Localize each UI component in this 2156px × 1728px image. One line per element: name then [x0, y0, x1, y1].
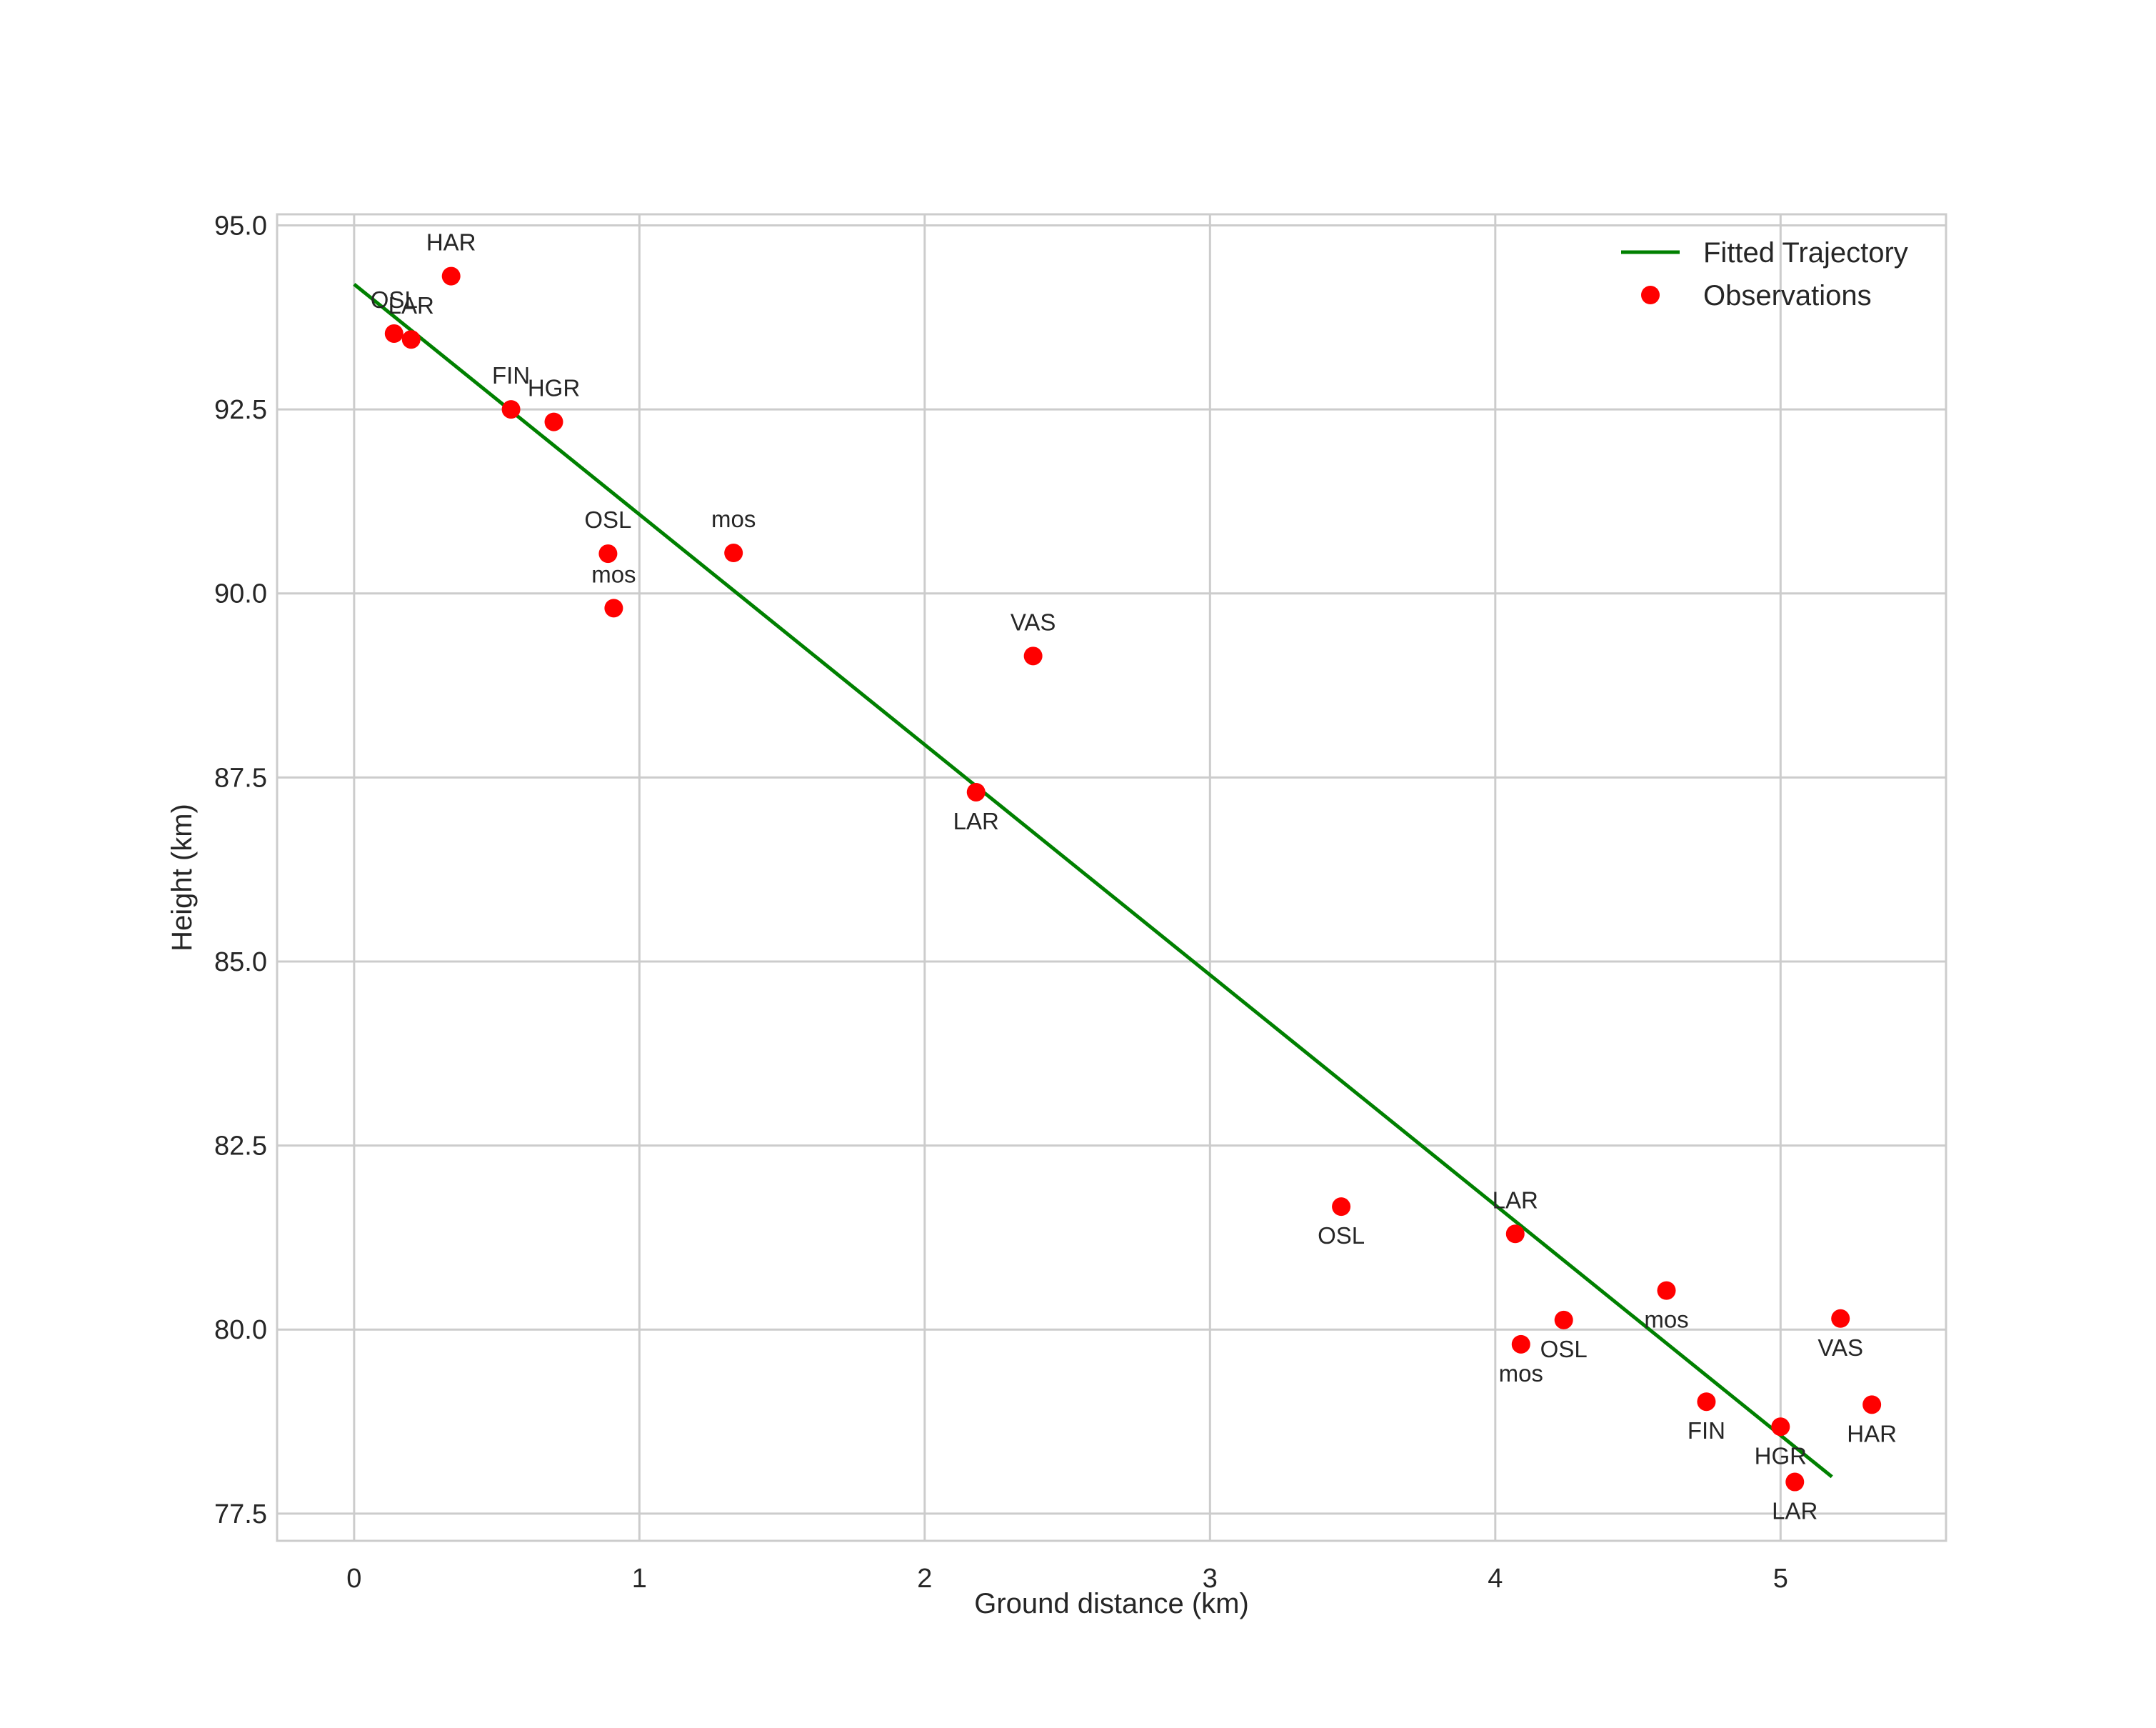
observation-label: VAS — [1817, 1334, 1863, 1361]
observation-label: mos — [1644, 1307, 1688, 1333]
x-tick-label: 3 — [1203, 1564, 1218, 1594]
observation-point — [544, 412, 563, 431]
observation-label: OSL — [1318, 1222, 1365, 1249]
observation-point — [441, 266, 461, 286]
observation-point — [1023, 646, 1043, 666]
y-tick-label: 87.5 — [214, 763, 267, 793]
point-labels: OSLLARHARFINHGROSLmosmosVASLAROSLLARmosO… — [371, 229, 1897, 1524]
observation-point — [1505, 1224, 1525, 1244]
observation-label: FIN — [1688, 1417, 1725, 1444]
observation-label: LAR — [1493, 1187, 1538, 1213]
observation-label: HAR — [426, 229, 476, 256]
y-tick-label: 90.0 — [214, 579, 267, 609]
x-tick-label: 5 — [1773, 1564, 1788, 1594]
x-tick-label: 1 — [632, 1564, 647, 1594]
observation-point — [1511, 1334, 1530, 1354]
observation-point — [1831, 1309, 1850, 1328]
y-tick-label: 80.0 — [214, 1315, 267, 1345]
observation-point — [384, 324, 403, 343]
observation-label: OSL — [1540, 1336, 1588, 1362]
y-tick-label: 95.0 — [214, 211, 267, 241]
x-tick-label: 2 — [917, 1564, 932, 1594]
y-tick-label: 85.0 — [214, 947, 267, 977]
observation-point — [598, 544, 618, 564]
observation-point — [724, 544, 743, 563]
y-tick-label: 82.5 — [214, 1132, 267, 1162]
observation-point — [401, 330, 421, 349]
observation-point — [1771, 1417, 1790, 1437]
observation-label: mos — [711, 506, 756, 532]
observation-point — [966, 782, 986, 801]
observation-point — [1862, 1395, 1882, 1414]
x-tick-label: 0 — [346, 1564, 361, 1594]
legend-label-fitted-trajectory: Fitted Trajectory — [1703, 237, 1908, 269]
y-axis-label: Height (km) — [166, 804, 198, 952]
observation-label: mos — [591, 561, 636, 587]
observation-label: FIN — [492, 362, 530, 389]
observation-label: LAR — [1772, 1498, 1817, 1524]
y-tick-label: 77.5 — [214, 1499, 267, 1529]
legend-marker-swatch — [1641, 286, 1660, 304]
observation-label: HGR — [1755, 1442, 1807, 1469]
observation-label: OSL — [371, 286, 418, 313]
observation-point — [1657, 1281, 1676, 1300]
observation-point — [1697, 1392, 1716, 1412]
observation-point — [1332, 1197, 1351, 1217]
observation-point — [1785, 1472, 1805, 1492]
observation-point — [604, 599, 623, 618]
y-tick-label: 92.5 — [214, 395, 267, 425]
x-axis-ticks: 0 1 2 3 4 5 — [346, 1564, 1788, 1594]
legend-label-observations: Observations — [1703, 280, 1872, 311]
x-axis-label: Ground distance (km) — [974, 1588, 1249, 1619]
observation-label: mos — [1499, 1360, 1543, 1387]
series-layer — [353, 266, 1882, 1492]
observation-point — [501, 400, 521, 419]
observation-label: VAS — [1011, 609, 1056, 635]
y-axis-ticks: 77.5 80.0 82.5 85.0 87.5 90.0 92.5 95.0 — [214, 211, 267, 1529]
observation-label: OSL — [584, 506, 631, 533]
observation-label: HAR — [1847, 1420, 1897, 1447]
observation-label: HGR — [528, 375, 580, 401]
x-tick-label: 4 — [1488, 1564, 1503, 1594]
observation-label: LAR — [953, 808, 999, 834]
plot-frame — [276, 213, 1947, 1542]
observation-point — [1554, 1310, 1573, 1329]
observation-label: LAR — [388, 292, 434, 319]
grid — [277, 214, 1946, 1541]
fitted-trajectory-line — [353, 282, 1833, 1479]
legend: Fitted Trajectory Observations — [1621, 237, 1908, 311]
